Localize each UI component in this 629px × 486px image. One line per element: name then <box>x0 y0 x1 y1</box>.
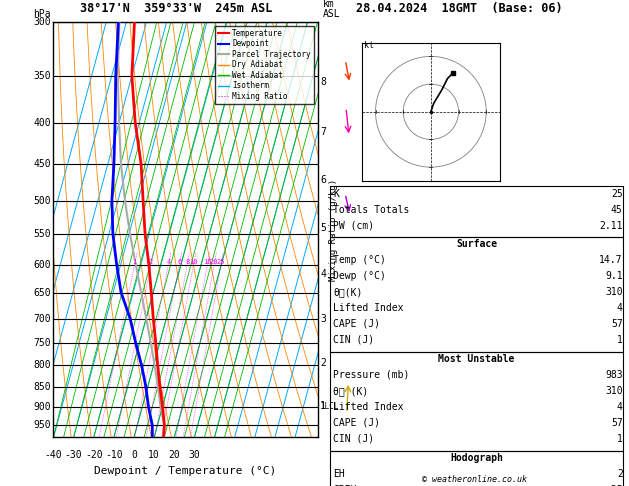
Text: 310: 310 <box>605 287 623 297</box>
Text: 350: 350 <box>33 71 51 81</box>
Text: 750: 750 <box>33 338 51 347</box>
Text: Lifted Index: Lifted Index <box>333 303 404 313</box>
Text: 28.04.2024  18GMT  (Base: 06): 28.04.2024 18GMT (Base: 06) <box>356 1 562 15</box>
Text: kt: kt <box>364 41 374 50</box>
Text: 500: 500 <box>33 196 51 206</box>
Text: 3: 3 <box>320 314 326 324</box>
Text: 9.1: 9.1 <box>605 271 623 281</box>
Text: 2: 2 <box>149 259 153 264</box>
Text: 1LCL: 1LCL <box>320 401 339 411</box>
Text: CAPE (J): CAPE (J) <box>333 418 381 428</box>
Text: SREH: SREH <box>333 485 357 486</box>
Text: 20: 20 <box>210 259 218 264</box>
Text: 20: 20 <box>169 450 180 460</box>
Text: © weatheronline.co.uk: © weatheronline.co.uk <box>423 474 527 484</box>
Text: -30: -30 <box>65 450 82 460</box>
Text: 983: 983 <box>605 370 623 380</box>
Text: 700: 700 <box>33 313 51 324</box>
Text: Totals Totals: Totals Totals <box>333 205 409 215</box>
Text: 1: 1 <box>320 401 326 411</box>
Text: 400: 400 <box>33 118 51 128</box>
Text: 57: 57 <box>611 319 623 329</box>
Text: 600: 600 <box>33 260 51 270</box>
Legend: Temperature, Dewpoint, Parcel Trajectory, Dry Adiabat, Wet Adiabat, Isotherm, Mi: Temperature, Dewpoint, Parcel Trajectory… <box>214 26 314 104</box>
Text: Most Unstable: Most Unstable <box>438 354 515 364</box>
Text: Dewpoint / Temperature (°C): Dewpoint / Temperature (°C) <box>94 467 277 476</box>
Text: 450: 450 <box>33 159 51 169</box>
Text: 650: 650 <box>33 288 51 297</box>
Text: 2.11: 2.11 <box>599 221 623 231</box>
Text: -25: -25 <box>605 485 623 486</box>
Text: Temp (°C): Temp (°C) <box>333 255 386 265</box>
Text: 800: 800 <box>33 360 51 370</box>
Text: 45: 45 <box>611 205 623 215</box>
Text: 1: 1 <box>617 434 623 444</box>
Text: 1: 1 <box>617 335 623 345</box>
Text: 14.7: 14.7 <box>599 255 623 265</box>
Text: hPa: hPa <box>33 9 50 19</box>
Text: 38°17'N  359°33'W  245m ASL: 38°17'N 359°33'W 245m ASL <box>80 1 272 15</box>
Text: 6: 6 <box>177 259 181 264</box>
Text: 4: 4 <box>166 259 170 264</box>
Text: 16: 16 <box>203 259 211 264</box>
Text: 4: 4 <box>617 402 623 412</box>
Text: 25: 25 <box>611 189 623 199</box>
Text: -10: -10 <box>105 450 123 460</box>
Text: 7: 7 <box>320 127 326 137</box>
Text: 4: 4 <box>320 269 326 279</box>
Text: CIN (J): CIN (J) <box>333 434 374 444</box>
Text: 8: 8 <box>185 259 189 264</box>
Text: Lifted Index: Lifted Index <box>333 402 404 412</box>
Text: 5: 5 <box>320 223 326 233</box>
Text: Surface: Surface <box>456 239 497 249</box>
Text: 310: 310 <box>605 386 623 396</box>
Text: 2: 2 <box>320 358 326 368</box>
Text: 850: 850 <box>33 382 51 392</box>
Text: 300: 300 <box>33 17 51 27</box>
Text: Hodograph: Hodograph <box>450 453 503 463</box>
Text: Mixing Ratio (g/kg): Mixing Ratio (g/kg) <box>329 178 338 281</box>
Text: 25: 25 <box>217 259 225 264</box>
Text: km
ASL: km ASL <box>323 0 340 19</box>
Text: -40: -40 <box>45 450 62 460</box>
Text: 30: 30 <box>189 450 200 460</box>
Text: 57: 57 <box>611 418 623 428</box>
Text: 0: 0 <box>131 450 137 460</box>
Text: Dewp (°C): Dewp (°C) <box>333 271 386 281</box>
Text: 1: 1 <box>133 259 136 264</box>
Text: PW (cm): PW (cm) <box>333 221 374 231</box>
Text: EH: EH <box>333 469 345 479</box>
Text: 6: 6 <box>320 175 326 186</box>
Text: θᴇ (K): θᴇ (K) <box>333 386 369 396</box>
Text: -20: -20 <box>85 450 103 460</box>
Text: 10: 10 <box>189 259 198 264</box>
Text: 950: 950 <box>33 420 51 431</box>
Text: 2: 2 <box>617 469 623 479</box>
Text: Pressure (mb): Pressure (mb) <box>333 370 409 380</box>
Text: 900: 900 <box>33 401 51 412</box>
Text: θᴇ(K): θᴇ(K) <box>333 287 363 297</box>
Text: 550: 550 <box>33 229 51 239</box>
Text: K: K <box>333 189 339 199</box>
Text: 10: 10 <box>148 450 160 460</box>
Text: CAPE (J): CAPE (J) <box>333 319 381 329</box>
Text: 4: 4 <box>617 303 623 313</box>
Text: CIN (J): CIN (J) <box>333 335 374 345</box>
Text: 8: 8 <box>320 77 326 87</box>
